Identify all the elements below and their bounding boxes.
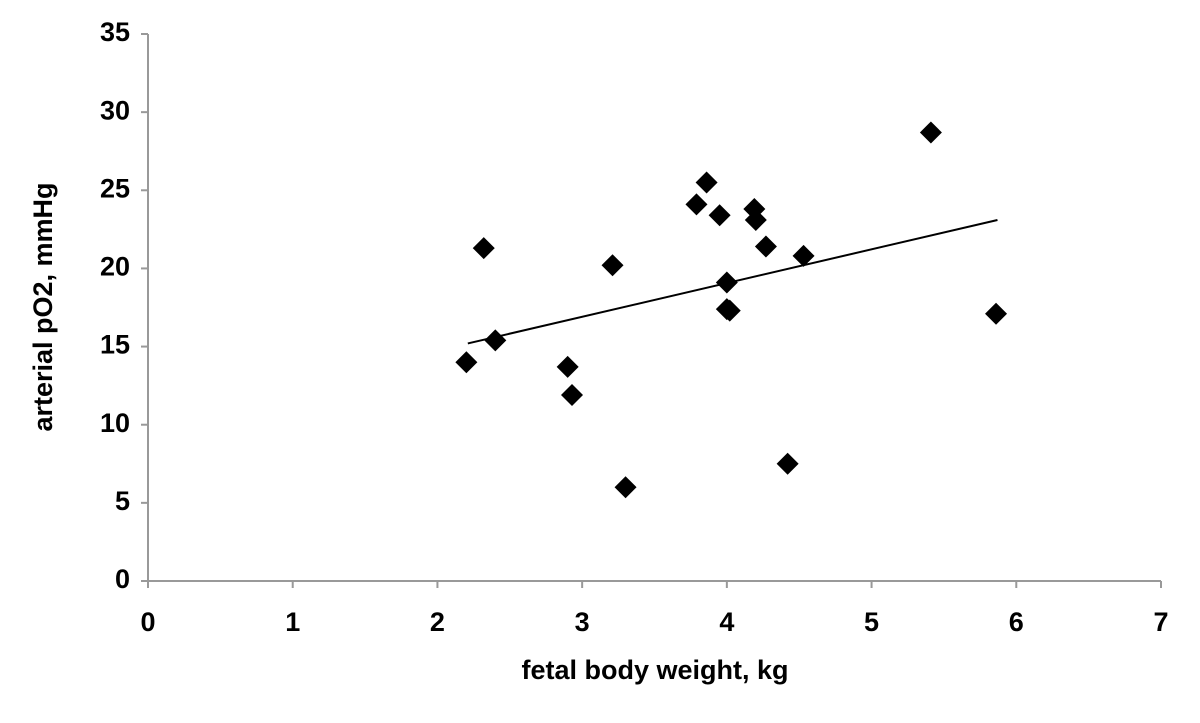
x-tick-label: 6	[1009, 607, 1024, 637]
data-point	[744, 208, 767, 231]
data-point	[455, 351, 478, 374]
y-tick-label: 20	[100, 252, 130, 282]
y-tick-label: 10	[100, 408, 130, 438]
y-tick-label: 25	[100, 173, 130, 203]
data-point	[472, 237, 495, 260]
x-tick-label: 3	[575, 607, 590, 637]
y-tick-label: 5	[115, 486, 130, 516]
y-tick-label: 0	[115, 564, 130, 594]
data-point	[919, 121, 942, 144]
data-point	[556, 355, 579, 378]
x-tick-label: 7	[1153, 607, 1168, 637]
data-point	[754, 235, 777, 258]
data-point	[614, 476, 637, 499]
y-axis-title: arterial pO2, mmHg	[28, 182, 58, 431]
data-point	[484, 329, 507, 352]
y-tick-label: 30	[100, 95, 130, 125]
x-tick-label: 5	[864, 607, 879, 637]
data-point	[792, 244, 815, 267]
data-point	[685, 193, 708, 216]
x-tick-label: 4	[719, 607, 734, 637]
y-tick-label: 15	[100, 330, 130, 360]
data-point	[985, 302, 1008, 325]
x-axis-title: fetal body weight, kg	[521, 655, 788, 685]
data-point	[708, 204, 731, 227]
data-point	[718, 299, 741, 322]
trend-line	[467, 219, 998, 345]
data-point	[561, 384, 584, 407]
x-tick-label: 2	[430, 607, 445, 637]
x-tick-label: 0	[140, 607, 155, 637]
y-tick-label: 35	[100, 17, 130, 47]
x-tick-label: 1	[285, 607, 300, 637]
data-point	[695, 171, 718, 194]
data-point	[776, 452, 799, 475]
data-point	[601, 254, 624, 277]
